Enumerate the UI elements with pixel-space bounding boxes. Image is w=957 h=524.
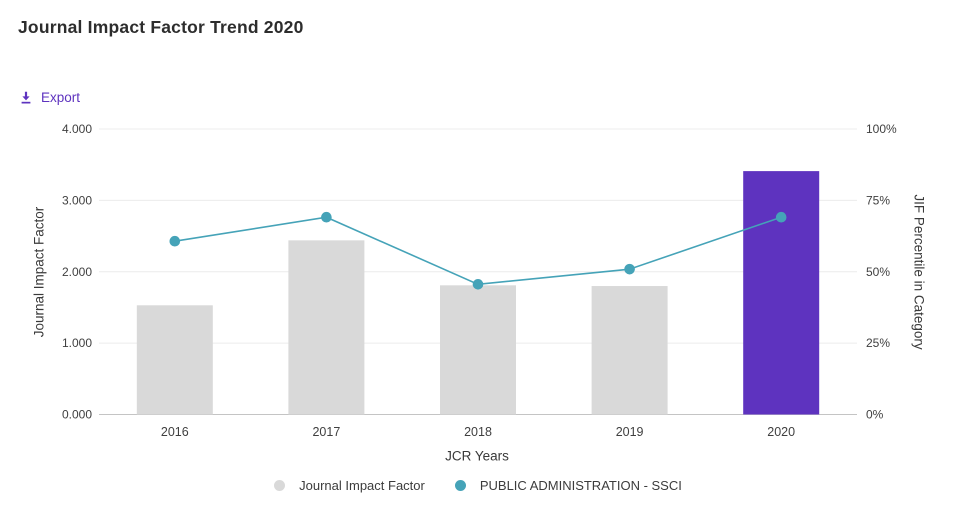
- left-axis-title: Journal Impact Factor: [31, 206, 47, 338]
- left-axis-tick-label: 0.000: [62, 408, 92, 422]
- point-2017[interactable]: [321, 211, 332, 223]
- page-title: Journal Impact Factor Trend 2020: [18, 17, 304, 37]
- bar-2018[interactable]: [440, 285, 516, 415]
- left-axis-tick-label: 4.000: [62, 122, 92, 136]
- export-label: Export: [41, 90, 81, 105]
- right-axis-tick-label: 75%: [866, 193, 890, 207]
- x-axis-title: JCR Years: [445, 448, 509, 464]
- point-2020[interactable]: [775, 211, 787, 223]
- export-button[interactable]: Export: [16, 88, 84, 107]
- right-axis-title: JIF Percentile in Category: [911, 194, 927, 350]
- legend-item-journal-impact-factor[interactable]: Journal Impact Factor: [274, 478, 425, 493]
- bar-2020[interactable]: [743, 171, 820, 415]
- left-axis-tick-label: 3.000: [62, 193, 92, 207]
- point-2018[interactable]: [472, 279, 484, 290]
- legend-label-line-series: PUBLIC ADMINISTRATION - SSCI: [479, 478, 682, 493]
- x-tick-label-2018: 2018: [464, 425, 492, 439]
- point-2016[interactable]: [169, 235, 181, 247]
- point-2019[interactable]: [624, 263, 635, 275]
- x-tick-label-2019: 2019: [616, 425, 644, 439]
- x-tick-label-2017: 2017: [312, 425, 340, 439]
- left-axis-tick-label: 2.000: [62, 265, 92, 279]
- bar-2019[interactable]: [591, 286, 668, 415]
- right-axis-tick-label: 50%: [866, 265, 890, 279]
- download-icon: [20, 91, 32, 104]
- legend-dot-bar-series: [274, 480, 286, 491]
- bar-2016[interactable]: [136, 305, 213, 415]
- x-tick-label-2020: 2020: [767, 425, 795, 439]
- x-tick-label-2016: 2016: [161, 425, 189, 439]
- legend-label-bar-series: Journal Impact Factor: [299, 478, 425, 493]
- right-axis-tick-label: 0%: [866, 408, 884, 422]
- legend-dot-line-series: [454, 480, 466, 491]
- left-axis-tick-label: 1.000: [62, 336, 92, 350]
- right-axis-tick-label: 100%: [866, 122, 897, 136]
- trend-line: [174, 216, 782, 286]
- legend-item-public-administration-ssci[interactable]: PUBLIC ADMINISTRATION - SSCI: [454, 478, 682, 493]
- bar-2017[interactable]: [288, 240, 365, 415]
- chart-legend: Journal Impact Factor PUBLIC ADMINISTRAT…: [98, 477, 858, 494]
- right-axis-tick-label: 25%: [866, 336, 890, 350]
